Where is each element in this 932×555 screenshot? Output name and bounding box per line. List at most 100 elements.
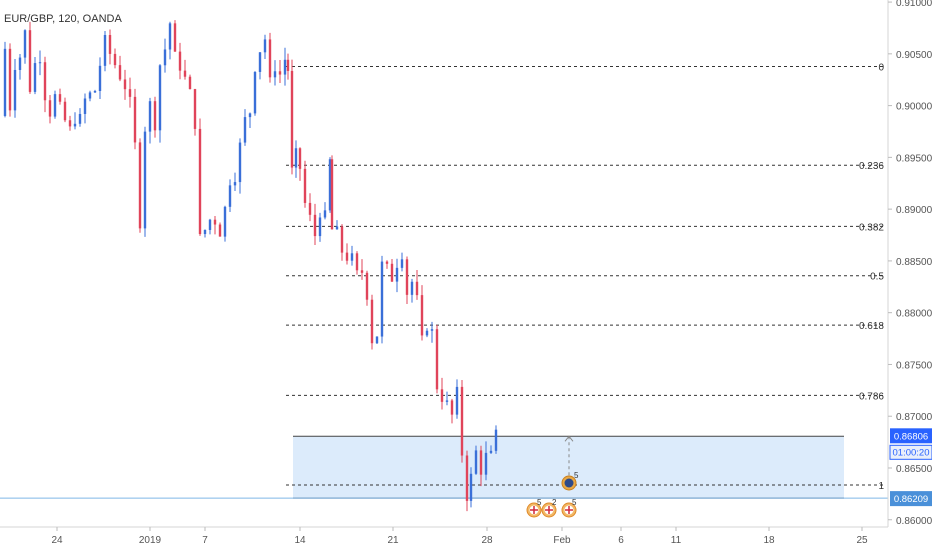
candle-body bbox=[258, 52, 262, 72]
candle-body bbox=[133, 96, 137, 143]
candle-body bbox=[263, 39, 267, 53]
level-price-text: 0.86209 bbox=[894, 494, 928, 505]
candle-body bbox=[474, 450, 478, 474]
candle-body bbox=[203, 229, 207, 235]
candle-body bbox=[123, 79, 127, 90]
candle-body bbox=[188, 76, 192, 90]
candle-body bbox=[278, 71, 282, 75]
candle-body bbox=[198, 128, 202, 235]
fib-level-label: 0 bbox=[878, 62, 884, 73]
candle-body bbox=[469, 473, 473, 501]
candle-body bbox=[208, 219, 212, 230]
fib-level-label: 0.786 bbox=[859, 391, 884, 402]
candle-body bbox=[53, 94, 57, 117]
candle-body bbox=[243, 117, 247, 143]
y-tick-label: 0.87500 bbox=[896, 360, 932, 371]
candle-body bbox=[328, 159, 332, 211]
candle-body bbox=[290, 70, 294, 168]
candle-body bbox=[283, 59, 287, 75]
candle-body bbox=[213, 219, 217, 225]
candle-body bbox=[63, 101, 67, 121]
candle-body bbox=[385, 261, 389, 264]
candle-body bbox=[303, 168, 307, 203]
candle-body bbox=[8, 48, 12, 111]
candle-body bbox=[68, 120, 72, 127]
candle-body bbox=[294, 148, 298, 168]
candle-body bbox=[286, 59, 290, 71]
x-tick-label: 28 bbox=[481, 535, 493, 546]
candle-body bbox=[410, 281, 414, 295]
candle-body bbox=[238, 142, 242, 183]
candle-body bbox=[494, 429, 498, 451]
candle-body bbox=[118, 65, 122, 80]
candle-body bbox=[113, 53, 117, 66]
candle-body bbox=[484, 452, 488, 475]
candle-body bbox=[38, 62, 42, 64]
candle-body bbox=[340, 226, 344, 253]
candle-body bbox=[430, 329, 434, 331]
candle-body bbox=[143, 131, 147, 229]
candle-body bbox=[360, 270, 364, 273]
candle-body bbox=[103, 35, 107, 66]
candle-body bbox=[233, 182, 237, 186]
x-tick-label: 14 bbox=[294, 535, 306, 546]
fib-level-label: 0.5 bbox=[870, 272, 884, 283]
y-tick-label: 0.88000 bbox=[896, 309, 932, 320]
candle-body bbox=[313, 214, 317, 237]
fib-level-label: 1 bbox=[878, 481, 884, 492]
x-tick-label: 7 bbox=[202, 535, 208, 546]
candle-body bbox=[93, 91, 97, 93]
candle-body bbox=[168, 23, 172, 50]
last-price-badge[interactable] bbox=[890, 428, 932, 444]
candle-body bbox=[33, 63, 37, 92]
x-tick-label: Feb bbox=[553, 535, 571, 546]
candle-body bbox=[153, 101, 157, 131]
y-tick-label: 0.86500 bbox=[896, 464, 932, 475]
candle-body bbox=[48, 100, 52, 117]
candle-body bbox=[148, 101, 152, 132]
x-tick-label: 25 bbox=[856, 535, 868, 546]
candle-body bbox=[58, 94, 62, 102]
candle-body bbox=[318, 217, 322, 237]
global-event-inner-icon bbox=[564, 478, 574, 488]
candle-body bbox=[183, 70, 187, 77]
level-price-badge[interactable] bbox=[890, 491, 932, 507]
x-tick-label: 11 bbox=[671, 535, 682, 546]
fib-level-label: 0.382 bbox=[859, 222, 884, 233]
candle-body bbox=[223, 206, 227, 237]
candle-body bbox=[335, 226, 339, 230]
candle-body bbox=[400, 259, 404, 268]
candle-body bbox=[420, 295, 424, 336]
candle-body bbox=[355, 253, 359, 271]
event-count: 5 bbox=[572, 498, 577, 507]
candle-body bbox=[158, 65, 162, 131]
candle-body bbox=[178, 51, 182, 71]
x-tick-label: 21 bbox=[387, 535, 399, 546]
countdown-badge bbox=[889, 444, 932, 460]
candle-body bbox=[218, 224, 222, 237]
x-tick-label: 2019 bbox=[139, 535, 162, 546]
candle-body bbox=[465, 455, 469, 501]
y-tick-label: 0.90500 bbox=[896, 50, 932, 61]
event-count: 5 bbox=[537, 498, 542, 507]
candle-body bbox=[43, 62, 47, 101]
candle-body bbox=[415, 281, 419, 296]
candle-body bbox=[370, 299, 374, 344]
candle-body bbox=[73, 123, 77, 127]
candle-body bbox=[138, 142, 142, 229]
candle-body bbox=[330, 159, 334, 230]
candle-body bbox=[435, 329, 439, 390]
candle-body bbox=[489, 450, 493, 453]
candle-body bbox=[128, 89, 132, 97]
candle-body bbox=[18, 57, 22, 70]
candle-body bbox=[163, 49, 167, 66]
candle-body bbox=[365, 272, 369, 300]
candle-body bbox=[273, 71, 277, 78]
y-tick-label: 0.89500 bbox=[896, 153, 932, 164]
candle-body bbox=[440, 389, 444, 402]
candle-body bbox=[173, 23, 177, 52]
candle-body bbox=[425, 330, 429, 336]
candle-body bbox=[108, 35, 112, 54]
